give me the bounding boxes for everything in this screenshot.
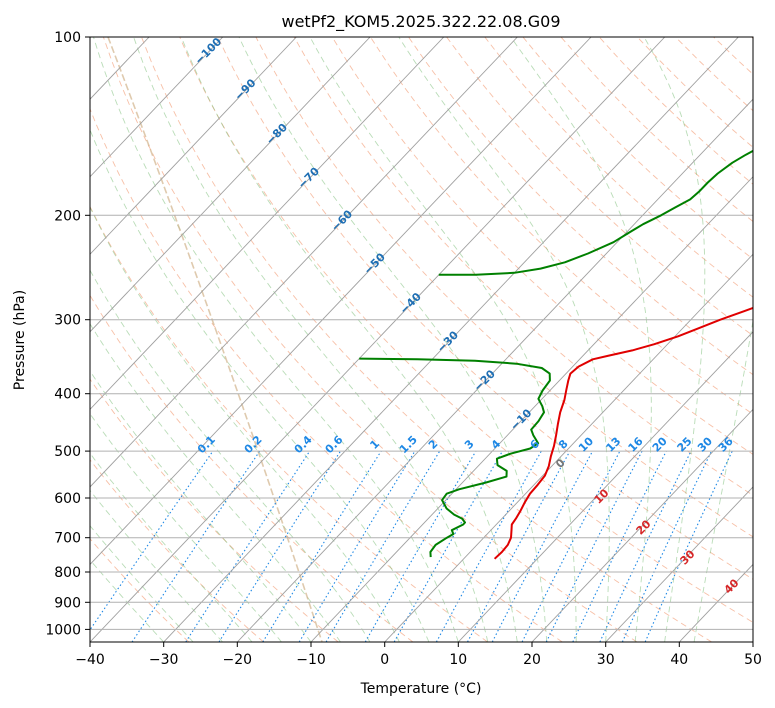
mixing-ratio-line xyxy=(262,450,382,642)
moist-adiabat-line xyxy=(180,37,518,642)
plot-frame xyxy=(89,36,754,643)
moist-adiabat-line xyxy=(398,37,610,642)
temperature-line xyxy=(493,306,753,560)
isotherm-line xyxy=(457,331,753,642)
chart-title: wetPf2_KOM5.2025.322.22.08.G09 xyxy=(281,12,560,32)
y-axis-label: Pressure (hPa) xyxy=(12,290,28,390)
dry-adiabat-line xyxy=(217,37,753,580)
y-tick-label: 200 xyxy=(54,208,81,224)
moist-adiabat-line xyxy=(90,128,430,642)
plot-background xyxy=(90,37,753,642)
isotherm-line xyxy=(90,37,371,333)
moist-adiabat-line xyxy=(133,37,489,642)
dry-adiabat-line xyxy=(179,37,753,623)
isotherm-line xyxy=(163,37,739,642)
x-tick-label: 30 xyxy=(597,652,615,668)
isotherm-line xyxy=(90,37,666,642)
moist-adiabat-line xyxy=(643,37,706,642)
dewpoint-line xyxy=(359,357,551,558)
y-tick-label: 300 xyxy=(54,313,81,329)
isotherm-line xyxy=(0,37,2,642)
dry-adiabat-line xyxy=(90,459,264,642)
moist-adiabat-line xyxy=(90,269,371,642)
dry-adiabat-line xyxy=(90,205,488,642)
moist-adiabat-line xyxy=(510,37,652,642)
y-tick-label: 900 xyxy=(54,595,81,611)
dry-adiabat-line xyxy=(90,107,563,642)
y-tick-label: 1000 xyxy=(45,622,81,638)
background-lines xyxy=(90,37,753,642)
mixing-ratio-line xyxy=(90,450,214,631)
x-tick-label: −30 xyxy=(149,652,179,668)
y-tick-label: 500 xyxy=(54,444,81,460)
x-tick-label: 50 xyxy=(744,652,762,668)
dry-adiabat-line xyxy=(370,37,753,415)
y-tick-label: 800 xyxy=(54,565,81,581)
dry-adiabat-line xyxy=(446,37,753,337)
x-tick-label: 0 xyxy=(380,652,389,668)
x-tick-label: −40 xyxy=(75,652,105,668)
isotherm-line xyxy=(531,408,753,642)
dry-adiabat-line xyxy=(331,37,753,455)
isotherm-line xyxy=(90,37,518,488)
moist-adiabat-line xyxy=(238,37,548,642)
mixing-ratio-line xyxy=(545,450,643,642)
dry-adiabat-line xyxy=(751,37,753,39)
moist-adiabat-line xyxy=(93,37,459,642)
profile-lines xyxy=(359,149,753,560)
isotherm-line xyxy=(605,486,753,642)
mixing-ratio-line xyxy=(435,450,542,642)
dry-adiabat-line xyxy=(141,37,712,642)
dewpoint-upper-line xyxy=(438,149,753,276)
y-tick-label: 100 xyxy=(54,30,81,46)
y-tick-label: 700 xyxy=(54,531,81,547)
isotherm-line xyxy=(90,37,224,178)
moist-adiabat-line xyxy=(90,206,400,642)
isotherm-line xyxy=(90,37,445,411)
mixing-ratio-line xyxy=(218,450,341,642)
axes: −40 −30 −20 −10 0 10 20 30 40 50 1000 900 800 700 600 5… xyxy=(45,30,762,668)
dry-adiabat-line xyxy=(293,37,753,496)
dry-adiabat-line xyxy=(255,37,753,538)
mixing-ratio-line xyxy=(185,450,311,642)
mixing-ratio-line xyxy=(572,450,667,642)
grid-lines xyxy=(0,37,753,642)
isotherm-line xyxy=(90,37,297,255)
isotherm-line xyxy=(384,253,753,642)
x-tick-label: −10 xyxy=(296,652,326,668)
isotherm-line xyxy=(236,98,753,642)
moist-adiabat-line xyxy=(693,318,753,642)
isotherm-line xyxy=(752,641,753,642)
isotherm-line xyxy=(310,176,753,642)
x-tick-label: 40 xyxy=(670,652,688,668)
isotherm-line xyxy=(90,37,592,566)
x-tick-label: 20 xyxy=(523,652,541,668)
x-axis-label: Temperature (°C) xyxy=(360,681,482,697)
dry-adiabat-line xyxy=(90,538,190,642)
mixing-ratio-line xyxy=(393,450,503,642)
moist-adiabat-line xyxy=(90,413,282,642)
y-tick-label: 600 xyxy=(54,491,81,507)
mixing-ratio-line xyxy=(467,450,571,642)
mixing-ratio-line xyxy=(298,450,416,642)
x-tick-label: 10 xyxy=(449,652,467,668)
x-tick-label: −20 xyxy=(223,652,253,668)
dry-adiabat-line xyxy=(102,37,638,642)
dry-adiabat-line xyxy=(408,37,753,376)
moist-adiabat-line xyxy=(309,37,577,642)
y-tick-label: 400 xyxy=(54,387,81,403)
moist-adiabat-line xyxy=(90,323,341,642)
